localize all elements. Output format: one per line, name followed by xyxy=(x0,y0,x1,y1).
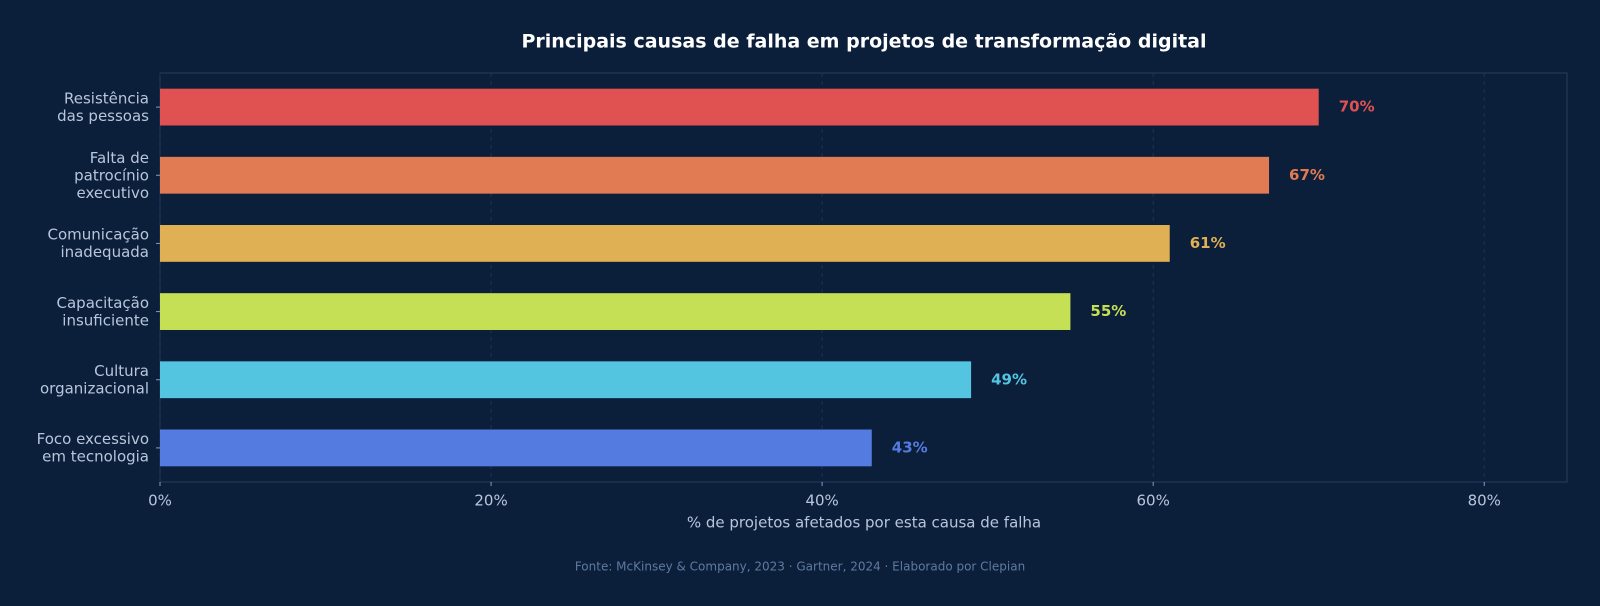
value-label: 61% xyxy=(1190,234,1226,252)
y-tick-label: Resistência das pessoas xyxy=(57,89,149,125)
bar xyxy=(160,429,872,467)
x-tick-label: 80% xyxy=(1468,492,1501,510)
source-note: Fonte: McKinsey & Company, 2023 · Gartne… xyxy=(575,560,1025,574)
value-label: 70% xyxy=(1339,98,1375,116)
bar xyxy=(160,225,1170,262)
y-tick-label: Cultura organizacional xyxy=(40,362,149,398)
value-label: 43% xyxy=(892,438,928,456)
value-label: 49% xyxy=(991,370,1027,388)
x-axis-label: % de projetos afetados por esta causa de… xyxy=(687,514,1041,532)
bar xyxy=(160,156,1270,194)
y-tick-label: Comunicação inadequada xyxy=(48,225,150,261)
x-tick-label: 0% xyxy=(148,492,172,510)
bar xyxy=(160,88,1319,126)
y-tick-label: Foco excessivo em tecnologia xyxy=(37,430,149,466)
y-tick-label: Falta de patrocínio executivo xyxy=(74,148,149,201)
x-tick-label: 40% xyxy=(805,492,838,510)
chart-title: Principais causas de falha em projetos d… xyxy=(522,31,1207,53)
value-label: 67% xyxy=(1289,166,1325,184)
bar xyxy=(160,293,1071,330)
bar xyxy=(160,361,972,399)
value-label: 55% xyxy=(1090,302,1126,320)
y-tick-label: Capacitação insuficiente xyxy=(57,293,149,329)
x-tick-label: 20% xyxy=(474,492,507,510)
plot-frame xyxy=(159,72,1568,483)
x-tick-label: 60% xyxy=(1137,492,1170,510)
